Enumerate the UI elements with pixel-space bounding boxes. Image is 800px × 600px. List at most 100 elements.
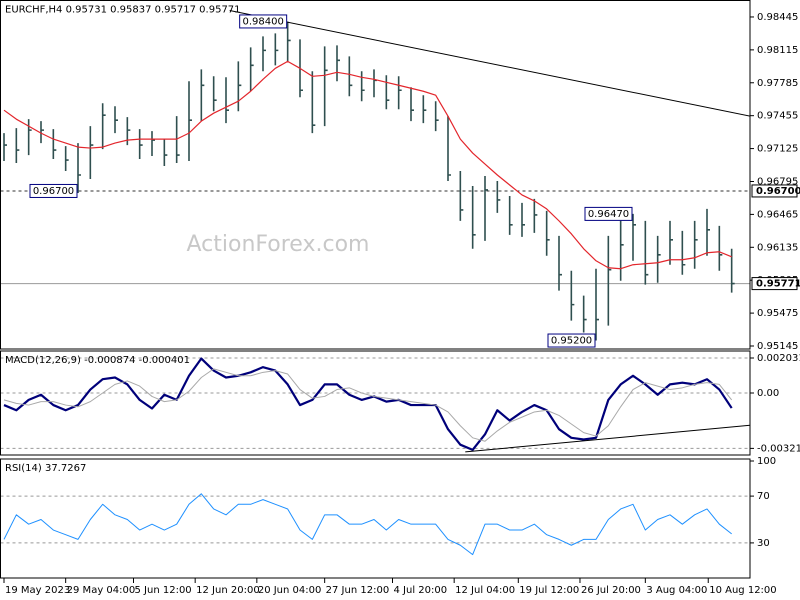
ohlc-bar: [656, 235, 661, 283]
pane-title: MACD(12,26,9) -0.000874 -0.000401: [5, 355, 190, 366]
y-tick-label: 0.97125: [757, 144, 798, 155]
y-tick-label: 0.96465: [757, 209, 798, 220]
x-tick-label: 19 May 2023: [5, 585, 70, 596]
x-tick-label: 29 May 04:00: [67, 585, 136, 596]
price-label-box: [239, 14, 288, 29]
ohlc-bar: [607, 235, 612, 326]
ohlc-bar: [323, 46, 328, 127]
pane: [0, 493, 750, 556]
price-label: 0.96470: [588, 209, 629, 220]
pane-title: RSI(14) 37.7267: [5, 463, 86, 474]
ohlc-bar: [89, 126, 94, 179]
y-tick-label: 30: [757, 538, 770, 549]
ohlc-bar: [114, 106, 118, 134]
ohlc-bar: [397, 76, 402, 110]
y-tick-label: 70: [757, 491, 770, 502]
pane-frame: [0, 458, 751, 579]
y-tick-label: 0.00: [757, 388, 779, 399]
ohlc-bar: [718, 225, 723, 271]
indicator-line: [3, 493, 732, 556]
ohlc-bar: [200, 69, 205, 122]
price-label: 0.95200: [551, 336, 592, 347]
pane: ActionForex.com: [0, 9, 750, 341]
ohlc-bar: [274, 33, 279, 66]
y-tick-label: 0.96795: [757, 176, 798, 187]
ohlc-bar: [669, 220, 673, 265]
ohlc-bar: [249, 47, 254, 92]
ohlc-bar: [471, 185, 476, 249]
indicator-line: [3, 357, 733, 451]
x-tick-label: 19 Jul 12:00: [519, 585, 579, 596]
y-tick-label: 0.97455: [757, 111, 798, 122]
ohlc-bar: [126, 117, 131, 146]
y-tick-label: 0.002031: [757, 353, 800, 364]
watermark: ActionForex.com: [187, 232, 370, 257]
ohlc-bar: [619, 220, 624, 281]
pane-frame: [0, 0, 751, 350]
trendline: [465, 424, 750, 453]
pane: [0, 357, 750, 453]
price-label-box: [29, 183, 78, 198]
y-tick-label: 0.97785: [757, 78, 798, 89]
ohlc-bar: [459, 171, 464, 221]
ohlc-bar: [373, 69, 377, 98]
level-label: 0.96700: [756, 186, 800, 197]
y-tick-label: 0.98115: [757, 45, 798, 56]
ohlc-bar: [163, 139, 168, 167]
ohlc-bar: [595, 268, 599, 341]
ohlc-bar: [52, 129, 57, 160]
ohlc-bar: [496, 180, 501, 213]
level-label: 0.95771: [756, 279, 800, 290]
x-tick-label: 5 Jun 12:00: [135, 585, 192, 596]
ohlc-bar: [410, 87, 414, 122]
ohlc-bar: [447, 116, 451, 181]
ohlc-bar: [348, 56, 353, 97]
price-label-box: [547, 333, 596, 348]
ohlc-bar: [138, 129, 143, 160]
ohlc-bar: [40, 121, 44, 144]
x-tick-label: 12 Jul 04:00: [455, 585, 515, 596]
ohlc-bar: [175, 116, 180, 164]
ohlc-bar: [286, 21, 291, 62]
x-tick-label: 10 Aug 12:00: [709, 585, 776, 596]
ohlc-bar: [311, 71, 316, 134]
ohlc-bar: [385, 75, 390, 110]
ohlc-bar: [533, 198, 538, 233]
ohlc-bar: [77, 143, 81, 193]
ohlc-bar: [484, 176, 488, 241]
ohlc-bar: [360, 71, 365, 102]
ohlc-bar: [693, 220, 698, 269]
ohlc-bar: [644, 220, 649, 285]
ohlc-bar: [64, 146, 69, 172]
ohlc-bar: [27, 119, 32, 156]
x-tick-label: 26 Jul 20:00: [581, 585, 641, 596]
ohlc-bar: [570, 270, 575, 321]
ohlc-bar: [262, 36, 266, 72]
y-tick-label: 0.96135: [757, 242, 798, 253]
pane-title: EURCHF,H4 0.95731 0.95837 0.95717 0.9577…: [5, 5, 241, 16]
y-tick-label: 0.95145: [757, 341, 798, 352]
level-tag: [751, 184, 798, 198]
x-tick-label: 12 Jun 20:00: [196, 585, 260, 596]
ohlc-bar: [582, 295, 587, 333]
ohlc-bar: [730, 248, 735, 293]
ohlc-bar: [545, 210, 550, 256]
y-tick-label: 100: [757, 456, 776, 467]
ohlc-bar: [15, 128, 20, 164]
indicator-line: [3, 368, 733, 442]
ohlc-bar: [422, 95, 427, 124]
ohlc-bar: [3, 133, 7, 162]
ohlc-bar: [558, 235, 562, 291]
moving-average: [3, 60, 732, 270]
ohlc-bar: [434, 101, 439, 132]
x-tick-label: 20 Jun 04:00: [258, 585, 322, 596]
ohlc-bar: [101, 103, 106, 150]
ohlc-bar: [681, 230, 686, 275]
ohlc-bar: [336, 45, 340, 82]
pane-frame: [0, 350, 751, 456]
ohlc-bar: [706, 208, 710, 256]
level-tag: [751, 277, 798, 291]
y-tick-label: 0.98445: [757, 12, 798, 23]
ohlc-bar: [632, 213, 636, 261]
